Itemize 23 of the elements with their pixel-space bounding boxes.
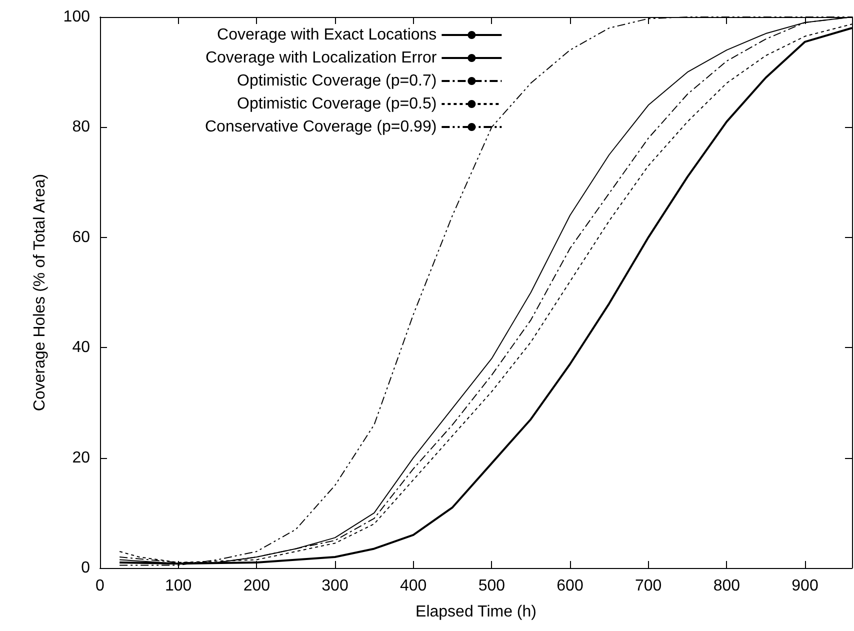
legend-label: Conservative Coverage (p=0.99)	[204, 118, 437, 136]
y-tick-label: 40	[72, 339, 90, 356]
x-tick-label: 600	[556, 578, 584, 594]
x-tick-label: 0	[96, 578, 105, 594]
x-tick-label: 800	[713, 578, 740, 594]
y-tick-label: 80	[72, 118, 90, 136]
legend-label: Coverage with Exact Locations	[217, 26, 437, 44]
x-tick-label: 400	[400, 578, 427, 594]
legend-label: Coverage with Localization Error	[205, 50, 438, 66]
x-tick-label: 200	[243, 578, 270, 594]
x-tick-label: 100	[164, 578, 192, 594]
x-tick-label: 700	[634, 578, 662, 594]
y-tick-label: 60	[72, 228, 90, 246]
x-tick-label: 300	[322, 578, 348, 594]
y-tick-label: 20	[72, 449, 90, 466]
x-tick-label: 900	[792, 578, 818, 594]
x-tick-label: 500	[478, 578, 506, 594]
y-tick-label: 0	[81, 560, 90, 576]
legend-label: Optimistic Coverage (p=0.5)	[237, 96, 437, 112]
y-tick-label: 100	[63, 8, 90, 26]
legend-label: Optimistic Coverage (p=0.7)	[237, 72, 437, 90]
x-axis-title: Elapsed Time (h)	[416, 604, 536, 620]
y-axis-title: Coverage Holes (% of Total Area)	[32, 174, 48, 412]
